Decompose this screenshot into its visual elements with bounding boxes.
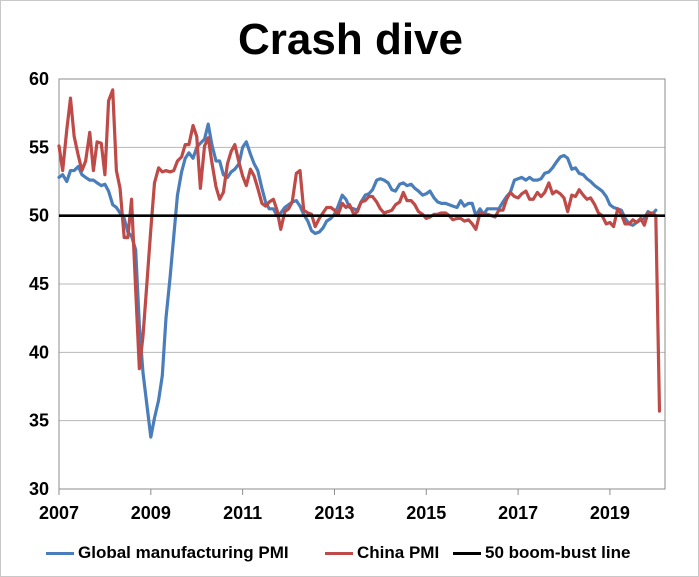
x-tick-label-2011: 2011: [223, 503, 262, 523]
y-tick-label-55: 55: [29, 137, 49, 157]
series-line-china: [57, 88, 662, 413]
axes: [58, 78, 666, 495]
chart-title: Crash dive: [238, 15, 463, 64]
y-tick-labels: 30 35 40 45 50 55 60: [29, 69, 49, 499]
legend-swatch-china: [325, 551, 353, 555]
x-tick-label-2017: 2017: [498, 503, 538, 523]
y-tick-label-30: 30: [29, 479, 49, 499]
legend-item-global: Global manufacturing PMI: [46, 541, 289, 565]
y-tick-label-45: 45: [29, 274, 49, 294]
legend-item-boom-bust: 50 boom-bust line: [453, 541, 630, 565]
y-tick-label-35: 35: [29, 411, 49, 431]
y-tick-label-40: 40: [29, 342, 49, 362]
x-tick-label-2019: 2019: [590, 503, 630, 523]
x-tick-label-2013: 2013: [314, 503, 354, 523]
x-tick-label-2009: 2009: [131, 503, 171, 523]
y-tick-label-60: 60: [29, 69, 49, 89]
y-tick-label-50: 50: [29, 206, 49, 226]
x-tick-label-2007: 2007: [39, 503, 79, 523]
plot-area-border: [58, 78, 666, 490]
legend-label-global: Global manufacturing PMI: [78, 543, 289, 562]
series-lines: [57, 88, 662, 439]
x-tick-label-2015: 2015: [406, 503, 446, 523]
x-tick-labels: 2007 2009 2011 2013 2015 2017 2019: [39, 503, 630, 523]
legend-item-china: China PMI: [325, 541, 439, 565]
legend-label-boom-bust: 50 boom-bust line: [485, 543, 631, 562]
legend-swatch-global: [46, 551, 74, 555]
legend-swatch-boom-bust: [453, 551, 481, 555]
legend-label-china: China PMI: [357, 543, 440, 562]
legend: Global manufacturing PMI China PMI 50 bo…: [1, 541, 699, 565]
